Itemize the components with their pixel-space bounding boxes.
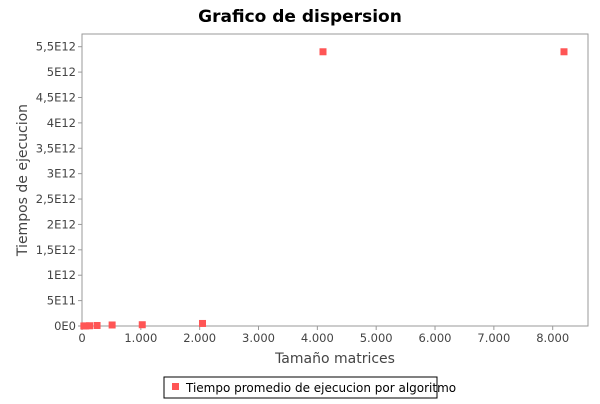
y-tick-label-8: 4E12: [47, 116, 76, 130]
legend-marker: [172, 383, 179, 390]
data-point-0-2: [86, 322, 94, 330]
y-tick-label-2: 1E12: [47, 268, 76, 282]
x-axis-label: Tamaño matrices: [274, 351, 395, 367]
y-tick-label-4: 2E12: [47, 217, 76, 231]
y-tick-label-9: 4,5E12: [36, 90, 76, 104]
data-point-0-4: [108, 321, 116, 329]
x-tick-label-3: 3.000: [242, 331, 275, 345]
data-point-0-3: [93, 321, 101, 329]
legend: Tiempo promedio de ejecucion por algorit…: [163, 376, 456, 399]
data-point-0-5: [138, 321, 146, 329]
chart-title: Grafico de dispersion: [198, 7, 402, 27]
legend-box: [163, 376, 438, 399]
y-tick-label-7: 3,5E12: [36, 141, 76, 155]
y-tick-label-10: 5E12: [47, 65, 76, 79]
x-tick-label-7: 7.000: [477, 331, 510, 345]
x-tick-label-0: 0: [78, 331, 85, 345]
data-point-0-8: [560, 48, 568, 56]
data-point-0-7: [319, 48, 327, 56]
x-tick-label-2: 2.000: [183, 331, 216, 345]
y-tick-label-5: 2,5E12: [36, 192, 76, 206]
x-tick-label-5: 5.000: [360, 331, 393, 345]
x-tick-label-4: 4.000: [301, 331, 334, 345]
data-point-0-6: [198, 319, 206, 327]
x-tick-label-1: 1.000: [124, 331, 157, 345]
data-points: [80, 48, 568, 330]
legend-label: Tiempo promedio de ejecucion por algorit…: [185, 381, 456, 395]
y-axis-label: Tiempos de ejecucion: [15, 104, 31, 257]
x-tick-label-8: 8.000: [536, 331, 569, 345]
plot-area: [81, 33, 589, 327]
y-tick-label-11: 5,5E12: [36, 40, 76, 54]
y-tick-label-1: 5E11: [47, 294, 76, 308]
x-axis: 0 1.000 2.000 3.000 4.000 5.000 6.000 7.000 8.00…: [78, 326, 569, 345]
data-point-0-1: [82, 322, 90, 330]
x-tick-label-6: 6.000: [419, 331, 452, 345]
y-tick-label-6: 3E12: [47, 167, 76, 181]
y-axis: 0E0 5E11 1E12 1,5E12 2E12 2,5E12 3E12 3,5E12 4E1…: [36, 40, 82, 333]
y-tick-label-3: 1,5E12: [36, 243, 76, 257]
y-tick-label-0: 0E0: [54, 319, 76, 333]
